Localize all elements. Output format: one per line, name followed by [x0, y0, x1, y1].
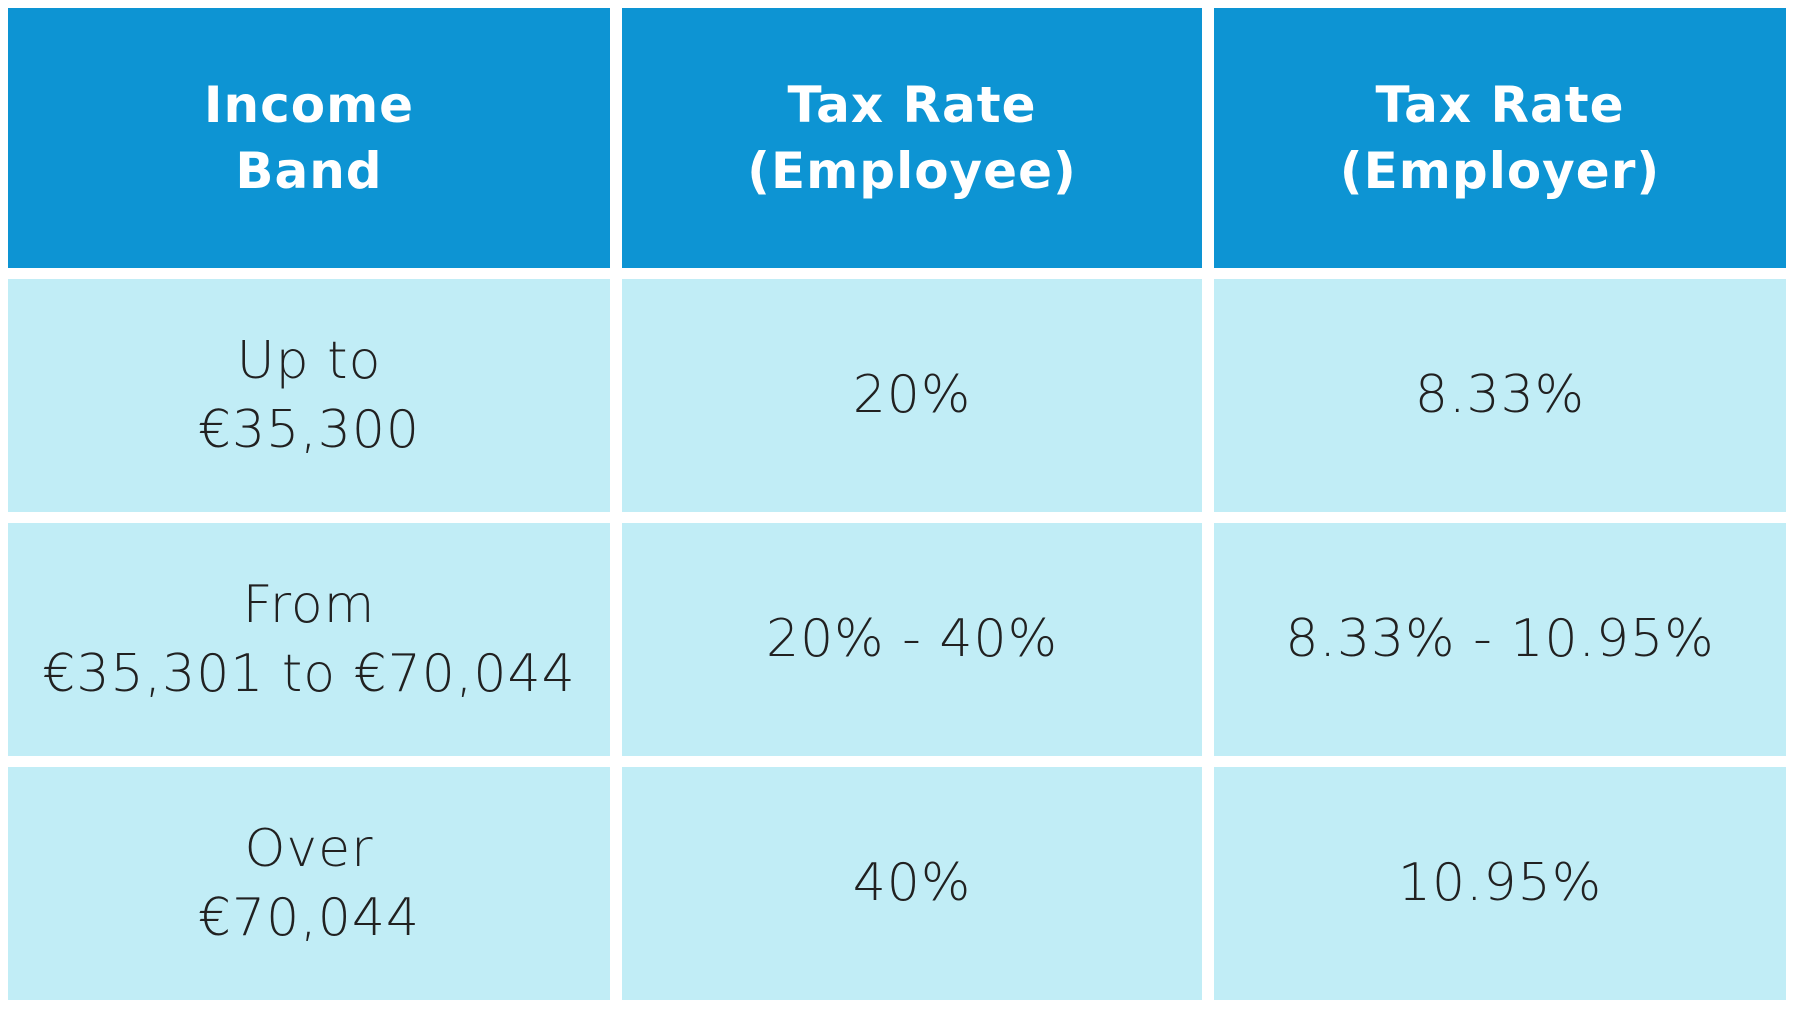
employee-rate-cell-row3: 40% — [622, 767, 1202, 1000]
employer-rate-cell-row3: 10.95% — [1214, 767, 1786, 1000]
employee-rate-cell-row1: 20% — [622, 279, 1202, 512]
header-cell-tax-rate-employee: Tax Rate (Employee) — [622, 8, 1202, 268]
tax-rate-table: Income Band Tax Rate (Employee) Tax Rate… — [8, 8, 1786, 1000]
income-band-cell-row2: From €35,301 to €70,044 — [8, 523, 610, 756]
employer-rate-cell-row1: 8.33% — [1214, 279, 1786, 512]
employer-rate-cell-row2: 8.33% - 10.95% — [1214, 523, 1786, 756]
income-band-cell-row1: Up to €35,300 — [8, 279, 610, 512]
employee-rate-cell-row2: 20% - 40% — [622, 523, 1202, 756]
income-band-cell-row3: Over €70,044 — [8, 767, 610, 1000]
header-cell-income-band: Income Band — [8, 8, 610, 268]
header-cell-tax-rate-employer: Tax Rate (Employer) — [1214, 8, 1786, 268]
